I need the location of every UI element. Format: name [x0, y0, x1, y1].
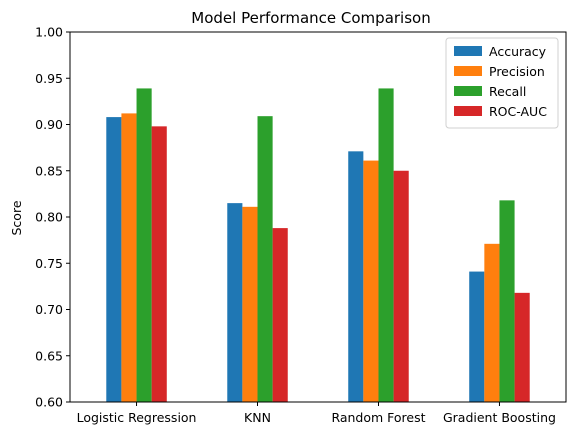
bar-precision-0 — [121, 113, 137, 403]
legend-swatch-roc-auc — [454, 106, 482, 116]
bar-recall-2 — [378, 88, 394, 403]
y-tick-label: 0.90 — [35, 117, 63, 132]
legend-swatch-recall — [454, 86, 482, 96]
bar-roc-auc-0 — [151, 126, 167, 402]
y-tick-label: 0.80 — [35, 210, 63, 225]
bar-roc-auc-3 — [514, 292, 530, 402]
x-tick-label: KNN — [244, 410, 271, 425]
y-tick-label: 0.75 — [35, 256, 63, 271]
bar-recall-1 — [257, 116, 273, 403]
x-tick-label: Random Forest — [331, 410, 425, 425]
bars-group — [106, 88, 530, 403]
y-tick-label: 0.95 — [35, 71, 63, 86]
bar-recall-0 — [136, 88, 152, 403]
bar-recall-3 — [499, 200, 515, 402]
legend-frame — [445, 37, 559, 129]
legend-label-recall: Recall — [489, 84, 526, 99]
y-tick-label: 0.60 — [35, 395, 63, 410]
plot-frame — [69, 31, 567, 403]
legend-swatch-precision — [454, 66, 482, 76]
bar-precision-1 — [242, 206, 258, 402]
legend-label-accuracy: Accuracy — [489, 44, 547, 59]
bar-precision-2 — [363, 160, 379, 402]
y-tick-label: 0.65 — [35, 348, 63, 363]
bar-accuracy-1 — [227, 203, 243, 402]
y-tick-label: 0.85 — [35, 163, 63, 178]
x-tick-label: Gradient Boosting — [443, 410, 556, 425]
legend: Accuracy Precision Recall ROC-AUC — [445, 37, 559, 129]
y-axis-ticks: 0.60 0.65 0.70 0.75 0.80 0.85 0.90 0.95 1.00 — [35, 25, 70, 410]
bar-precision-3 — [484, 243, 500, 402]
legend-swatch-accuracy — [454, 46, 482, 56]
bar-roc-auc-1 — [272, 228, 288, 402]
legend-label-precision: Precision — [489, 64, 545, 79]
bar-accuracy-3 — [469, 271, 485, 402]
x-tick-label: Logistic Regression — [77, 410, 197, 425]
bar-roc-auc-2 — [393, 170, 409, 402]
legend-label-roc-auc: ROC-AUC — [489, 104, 547, 119]
bar-accuracy-0 — [106, 117, 122, 402]
x-axis-ticks: Logistic Regression KNN Random Forest Gradi… — [77, 402, 556, 425]
y-tick-label: 0.70 — [35, 302, 63, 317]
bar-accuracy-2 — [348, 151, 364, 402]
chart-title: Model Performance Comparison — [191, 9, 430, 27]
y-axis-label: Score — [9, 200, 24, 235]
y-tick-label: 1.00 — [35, 25, 63, 40]
